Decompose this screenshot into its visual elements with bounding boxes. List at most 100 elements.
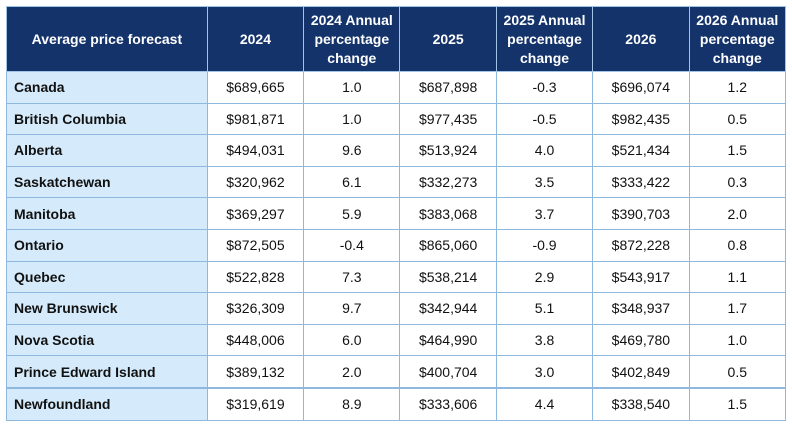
header-row: Average price forecast 2024 2024 Annual …: [6, 6, 787, 72]
cell-change-2024: 7.3: [303, 260, 401, 294]
cell-region: Newfoundland: [6, 386, 208, 421]
cell-change-2025: 4.4: [495, 386, 594, 421]
header-2024: 2024: [206, 6, 305, 72]
cell-price-2025: $342,944: [399, 292, 497, 325]
cell-price-2024: $319,619: [206, 386, 305, 421]
cell-region: Manitoba: [6, 197, 208, 230]
cell-change-2024: 9.7: [303, 292, 401, 325]
cell-change-2026: 1.5: [688, 386, 787, 421]
cell-price-2026: $338,540: [592, 386, 690, 421]
table-row: Quebec $522,828 7.3 $538,214 2.9 $543,917 1.1: [6, 260, 787, 294]
cell-price-2026: $469,780: [592, 323, 690, 357]
cell-change-2026: 0.5: [688, 355, 787, 389]
header-region: Average price forecast: [6, 6, 208, 72]
cell-region: British Columbia: [6, 102, 208, 136]
header-2025: 2025: [399, 6, 497, 72]
cell-change-2026: 2.0: [688, 197, 787, 230]
cell-region: Alberta: [6, 134, 208, 167]
cell-price-2024: $320,962: [206, 165, 305, 199]
cell-price-2024: $981,871: [206, 102, 305, 136]
cell-region: Ontario: [6, 228, 208, 262]
cell-change-2024: 6.0: [303, 323, 401, 357]
cell-price-2024: $369,297: [206, 197, 305, 230]
cell-change-2024: 2.0: [303, 355, 401, 389]
cell-change-2026: 1.7: [688, 292, 787, 325]
table-row: Prince Edward Island $389,132 2.0 $400,704 3…: [6, 355, 787, 389]
cell-change-2024: 9.6: [303, 134, 401, 167]
cell-price-2025: $977,435: [399, 102, 497, 136]
cell-price-2026: $543,917: [592, 260, 690, 294]
cell-price-2025: $333,606: [399, 386, 497, 421]
cell-change-2026: 0.5: [688, 102, 787, 136]
cell-price-2025: $464,990: [399, 323, 497, 357]
table-row: Nova Scotia $448,006 6.0 $464,990 3.8 $469,78…: [6, 323, 787, 357]
cell-region: Saskatchewan: [6, 165, 208, 199]
cell-change-2026: 1.5: [688, 134, 787, 167]
cell-change-2025: 3.5: [495, 165, 594, 199]
table-row: Alberta $494,031 9.6 $513,924 4.0 $521,434 1.5: [6, 134, 787, 167]
cell-price-2025: $400,704: [399, 355, 497, 389]
cell-region: New Brunswick: [6, 292, 208, 325]
cell-change-2025: -0.5: [495, 102, 594, 136]
header-2025-change: 2025 Annual percentage change: [495, 6, 594, 72]
table-row: Saskatchewan $320,962 6.1 $332,273 3.5 $333,4…: [6, 165, 787, 199]
cell-price-2024: $389,132: [206, 355, 305, 389]
header-2026-change: 2026 Annual percentage change: [688, 6, 787, 72]
table-header: Average price forecast 2024 2024 Annual …: [6, 6, 787, 72]
cell-price-2024: $522,828: [206, 260, 305, 294]
cell-price-2026: $402,849: [592, 355, 690, 389]
cell-price-2026: $390,703: [592, 197, 690, 230]
table-row: Newfoundland $319,619 8.9 $333,606 4.4 $338,5…: [6, 386, 787, 421]
header-2026: 2026: [592, 6, 690, 72]
cell-price-2026: $521,434: [592, 134, 690, 167]
cell-region: Canada: [6, 71, 208, 104]
cell-price-2026: $872,228: [592, 228, 690, 262]
cell-price-2025: $332,273: [399, 165, 497, 199]
cell-change-2025: 4.0: [495, 134, 594, 167]
cell-change-2024: -0.4: [303, 228, 401, 262]
cell-price-2026: $348,937: [592, 292, 690, 325]
cell-price-2025: $687,898: [399, 71, 497, 104]
cell-change-2026: 0.3: [688, 165, 787, 199]
cell-change-2024: 1.0: [303, 71, 401, 104]
cell-change-2025: 5.1: [495, 292, 594, 325]
cell-price-2024: $689,665: [206, 71, 305, 104]
cell-region: Nova Scotia: [6, 323, 208, 357]
cell-change-2025: 2.9: [495, 260, 594, 294]
table-row: New Brunswick $326,309 9.7 $342,944 5.1 $348,…: [6, 292, 787, 325]
cell-change-2024: 6.1: [303, 165, 401, 199]
cell-change-2024: 5.9: [303, 197, 401, 230]
cell-change-2026: 1.0: [688, 323, 787, 357]
cell-change-2025: 3.7: [495, 197, 594, 230]
price-forecast-table-container: Average price forecast 2024 2024 Annual …: [6, 6, 787, 421]
cell-change-2025: -0.3: [495, 71, 594, 104]
cell-price-2025: $538,214: [399, 260, 497, 294]
cell-price-2024: $326,309: [206, 292, 305, 325]
table-body: Canada $689,665 1.0 $687,898 -0.3 $696,074 1.2…: [6, 71, 787, 421]
table-row: Canada $689,665 1.0 $687,898 -0.3 $696,074 1.2: [6, 71, 787, 104]
cell-price-2026: $696,074: [592, 71, 690, 104]
cell-change-2025: -0.9: [495, 228, 594, 262]
cell-region: Prince Edward Island: [6, 355, 208, 389]
cell-change-2026: 0.8: [688, 228, 787, 262]
cell-change-2026: 1.2: [688, 71, 787, 104]
cell-price-2024: $448,006: [206, 323, 305, 357]
table-row: Ontario $872,505 -0.4 $865,060 -0.9 $872,228 0…: [6, 228, 787, 262]
price-forecast-table: Average price forecast 2024 2024 Annual …: [6, 6, 787, 421]
table-row: British Columbia $981,871 1.0 $977,435 -0.5 $…: [6, 102, 787, 136]
cell-price-2026: $333,422: [592, 165, 690, 199]
cell-price-2025: $513,924: [399, 134, 497, 167]
cell-price-2026: $982,435: [592, 102, 690, 136]
cell-change-2024: 8.9: [303, 386, 401, 421]
cell-price-2024: $872,505: [206, 228, 305, 262]
cell-change-2025: 3.0: [495, 355, 594, 389]
cell-price-2024: $494,031: [206, 134, 305, 167]
cell-region: Quebec: [6, 260, 208, 294]
table-row: Manitoba $369,297 5.9 $383,068 3.7 $390,703 2.…: [6, 197, 787, 230]
cell-change-2025: 3.8: [495, 323, 594, 357]
cell-price-2025: $383,068: [399, 197, 497, 230]
header-2024-change: 2024 Annual percentage change: [303, 6, 401, 72]
cell-price-2025: $865,060: [399, 228, 497, 262]
cell-change-2024: 1.0: [303, 102, 401, 136]
cell-change-2026: 1.1: [688, 260, 787, 294]
